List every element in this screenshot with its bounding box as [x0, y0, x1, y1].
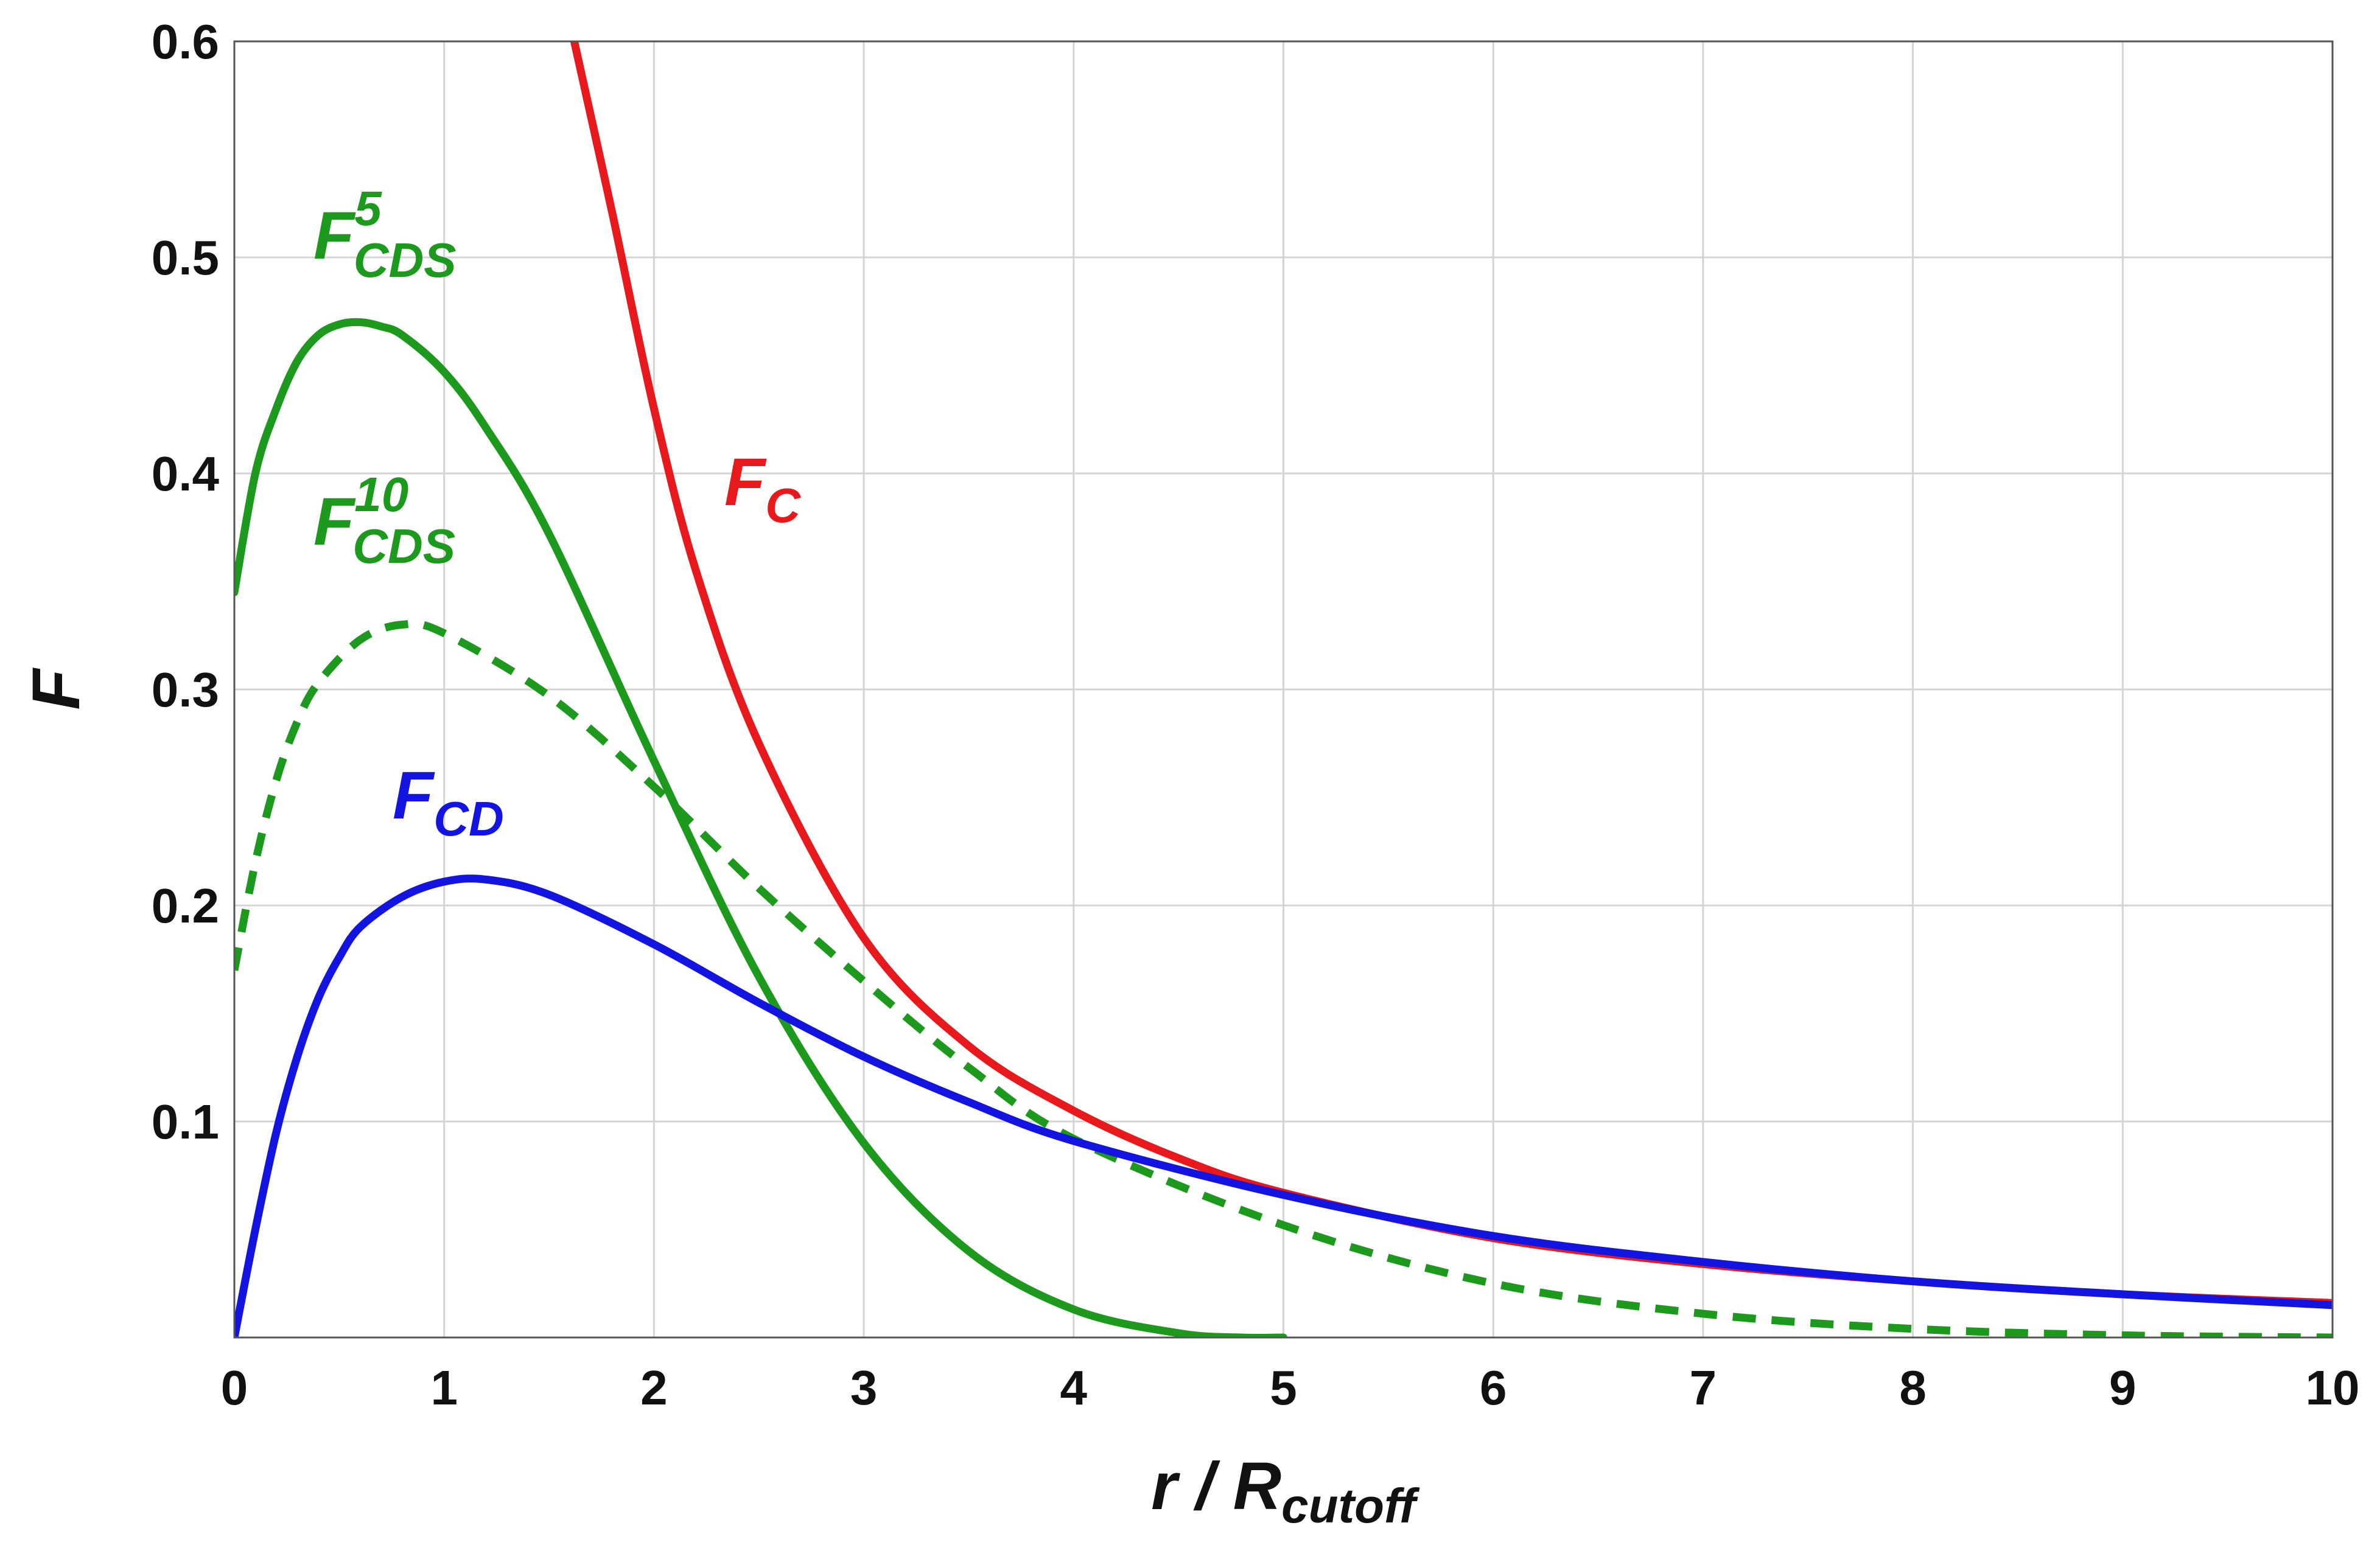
- series-layer: [234, 41, 2333, 1338]
- series-label-2: F10 CDS: [313, 467, 455, 573]
- x-tick-label: 9: [2109, 1361, 2137, 1415]
- y-tick-label: 0.3: [152, 663, 219, 717]
- series-label-1: F5 CDS: [313, 181, 457, 287]
- series-line-3: [234, 874, 2333, 1338]
- series-label-3: FCD: [393, 758, 504, 846]
- x-tick-label: 4: [1060, 1361, 1088, 1415]
- y-tick-label: 0.5: [152, 231, 219, 285]
- series-label-sub: CDS: [352, 519, 455, 573]
- x-tick-label: 6: [1480, 1361, 1507, 1415]
- series-label-base: F: [724, 445, 767, 520]
- series-label-sub: CD: [433, 792, 504, 846]
- x-tick-label: 3: [850, 1361, 878, 1415]
- x-tick-label: 7: [1690, 1361, 1717, 1415]
- y-tick-label: 0.4: [152, 447, 220, 501]
- series-label-sup: 10: [354, 467, 408, 521]
- series-label-base: F: [313, 484, 356, 559]
- series-line-1: [234, 318, 1287, 1338]
- x-axis-title: r / Rcutoff: [1151, 1449, 1420, 1533]
- x-tick-label: 1: [430, 1361, 458, 1415]
- series-label-base: F: [313, 198, 356, 273]
- y-tick-label: 0.2: [152, 879, 219, 933]
- x-axis-ticks: 0 1 2 3 4 5 6 7 8 9 10: [221, 1361, 2360, 1415]
- y-axis-ticks: 0.1 0.2 0.3 0.4 0.5 0.6: [152, 15, 220, 1149]
- plot-frame: [233, 40, 2334, 1339]
- series-label-sub: C: [765, 478, 801, 532]
- x-axis-title-main: r / R: [1151, 1449, 1281, 1524]
- y-tick-label: 0.1: [152, 1095, 219, 1149]
- series-label-sub: CDS: [354, 233, 457, 287]
- x-axis-title-sub: cutoff: [1281, 1479, 1420, 1533]
- x-tick-label: 5: [1270, 1361, 1297, 1415]
- y-axis-title: F: [19, 668, 94, 710]
- y-tick-label: 0.6: [152, 15, 219, 69]
- series-label-sup: 5: [354, 181, 382, 235]
- x-tick-label: 2: [640, 1361, 668, 1415]
- x-tick-label: 0: [221, 1361, 248, 1415]
- series-label-base: F: [393, 758, 435, 833]
- grid: [233, 40, 2334, 1338]
- x-tick-label: 8: [1899, 1361, 1927, 1415]
- series-label-0: FC: [724, 445, 801, 532]
- x-tick-label: 10: [2306, 1361, 2360, 1415]
